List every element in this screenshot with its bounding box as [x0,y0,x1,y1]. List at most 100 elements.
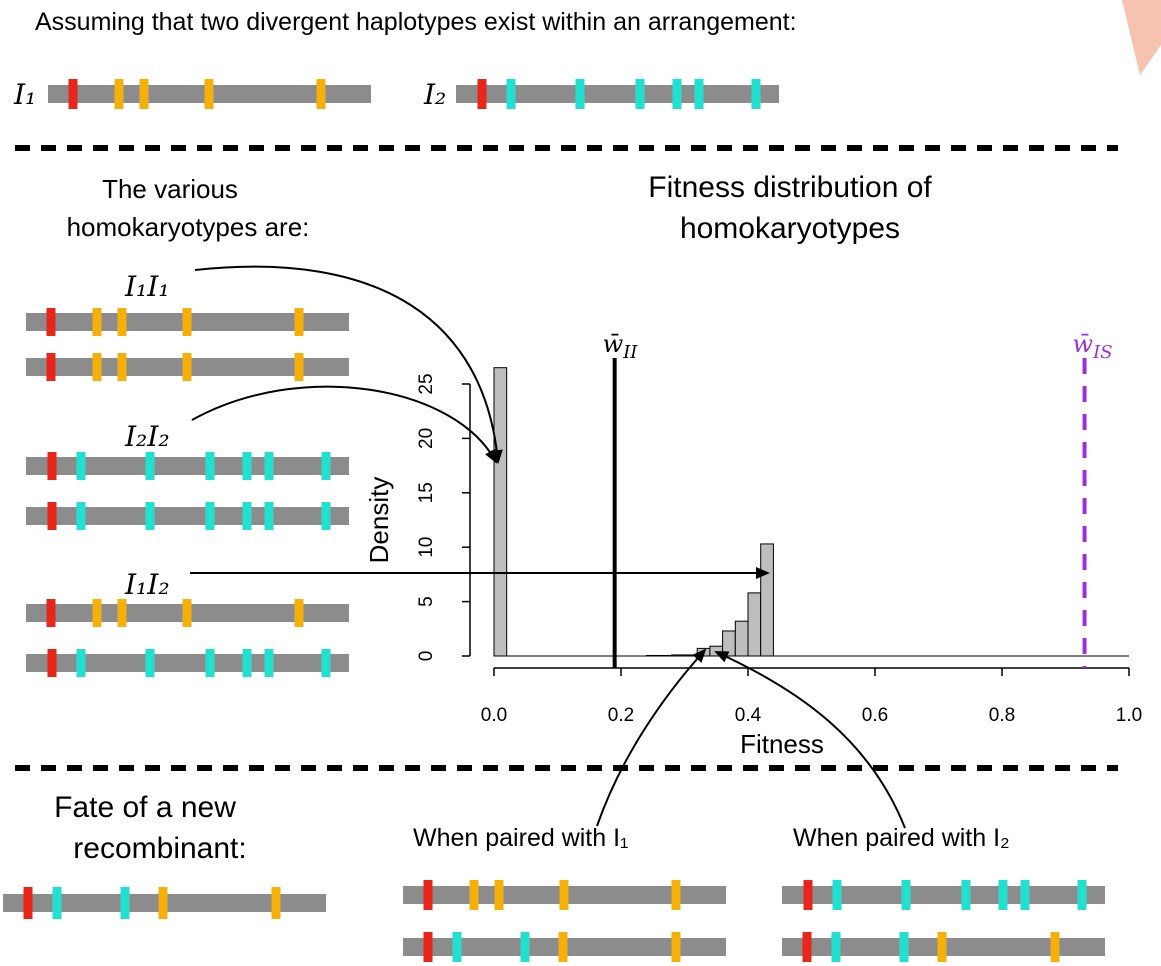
allele-marker [671,880,681,910]
section-title: homokaryotypes are: [67,212,310,242]
chromosome [26,457,349,475]
allele-marker [1020,880,1030,910]
y-tick-label: 20 [416,428,437,449]
genotype-label: I₂I₂ [124,420,170,453]
allele-marker [294,308,304,336]
y-tick-label: 25 [416,373,437,394]
allele-marker [803,880,813,910]
allele-marker [477,79,487,109]
allele-marker [205,502,215,530]
allele-marker [46,308,56,336]
allele-marker [120,887,130,919]
bar [734,620,749,657]
haplotype-label: I₂ [423,78,446,111]
allele-marker [506,79,516,109]
allele-marker [92,599,102,627]
allele-marker [321,649,331,677]
chart-title: homokaryotypes [680,212,900,245]
allele-marker [264,649,274,677]
section-title: recombinant: [73,832,246,865]
haplotype-label: I₁ [13,78,36,111]
allele-marker [316,79,326,109]
allele-marker [751,79,761,109]
mean-label: w̄IS [1073,330,1113,363]
genotype-label: I₁I₂ [124,568,170,601]
allele-marker [117,308,127,336]
y-tick-label: 10 [416,537,437,558]
genotype-label: I₁I₁ [124,270,170,303]
allele-marker [961,880,971,910]
allele-marker [452,932,462,962]
chromosome [782,886,1105,904]
allele-marker [204,79,214,109]
allele-marker [117,353,127,381]
section-title: The various [102,174,238,204]
mean-symbol: w̄ [1073,330,1094,358]
allele-marker [47,452,57,480]
allele-marker [92,353,102,381]
allele-marker [145,649,155,677]
allele-marker [145,452,155,480]
pairing-label: When paired with I₂ [793,824,1010,852]
x-tick-label: 0.8 [989,705,1015,726]
allele-marker [423,932,433,962]
chromosome [26,507,349,525]
allele-marker [559,880,569,910]
arrow [714,651,906,829]
x-tick-label: 0.6 [862,705,888,726]
y-tick-label: 0 [416,651,437,662]
allele-marker [182,599,192,627]
allele-marker [264,452,274,480]
arrow [194,265,503,464]
allele-marker [671,932,681,962]
allele-marker [575,79,585,109]
allele-marker [46,599,56,627]
allele-marker [242,452,252,480]
bar [493,367,508,657]
allele-marker [832,880,842,910]
pairing-label: When paired with I₁ [413,824,628,852]
allele-marker [520,932,530,962]
section-title: Fate of a new [54,791,236,824]
header: Assuming that two divergent haplotypes e… [35,8,797,36]
allele-marker [672,79,682,109]
allele-marker [242,649,252,677]
bar [747,592,762,657]
y-axis-label: Density [364,477,394,564]
allele-marker [321,452,331,480]
allele-marker [117,599,127,627]
allele-marker [139,79,149,109]
allele-marker [23,887,33,919]
allele-marker [76,502,86,530]
allele-marker [1050,932,1060,962]
x-axis-label: Fitness [740,729,824,759]
arrows [190,265,906,829]
allele-marker [205,649,215,677]
x-tick-label: 1.0 [1116,705,1142,726]
arrow [596,648,707,827]
allele-marker [205,452,215,480]
allele-marker [92,308,102,336]
allele-marker [271,887,281,919]
allele-marker [469,880,479,910]
corner-decoration [1122,0,1161,75]
allele-marker [76,452,86,480]
allele-marker [321,502,331,530]
x-tick-label: 0.2 [608,705,634,726]
chromosome [26,654,349,672]
mean-subscript: II [622,342,638,363]
allele-marker [937,932,947,962]
allele-marker [114,79,124,109]
allele-marker [242,502,252,530]
allele-marker [901,880,911,910]
allele-marker [264,502,274,530]
allele-marker [145,502,155,530]
chart-title: Fitness distribution of [648,171,932,204]
arrow [191,385,497,464]
x-tick-label: 0.0 [481,705,507,726]
allele-marker [494,880,504,910]
allele-marker [182,353,192,381]
allele-marker [294,353,304,381]
